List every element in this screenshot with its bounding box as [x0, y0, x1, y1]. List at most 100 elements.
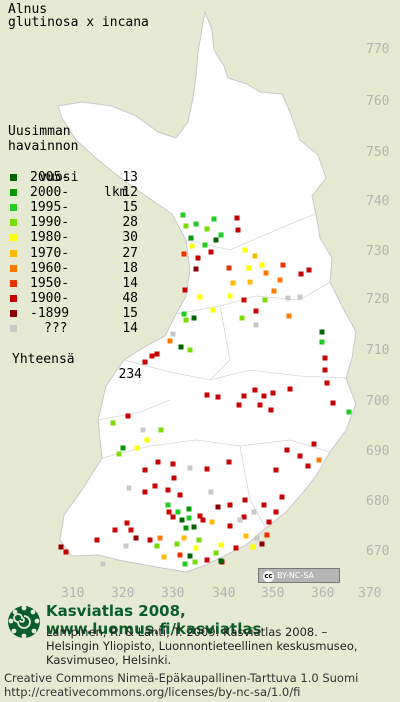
occurrence-square [183, 223, 189, 229]
occurrence-square [157, 535, 163, 541]
occurrence-square [147, 537, 153, 543]
occurrence-square [161, 554, 167, 560]
occurrence-square [204, 557, 210, 563]
occurrence-square [277, 277, 283, 283]
occurrence-markers [58, 212, 352, 567]
occurrence-square [202, 242, 208, 248]
occurrence-square [142, 359, 148, 365]
occurrence-square [297, 453, 303, 459]
occurrence-square [261, 393, 267, 399]
occurrence-square [179, 517, 185, 523]
occurrence-square [152, 483, 158, 489]
occurrence-square [183, 525, 189, 531]
occurrence-square [298, 271, 304, 277]
occurrence-square [171, 475, 177, 481]
occurrence-square [58, 544, 64, 550]
occurrence-square [319, 339, 325, 345]
legend-count: 30 [122, 230, 138, 246]
occurrence-square [316, 457, 322, 463]
occurrence-square [193, 545, 199, 551]
occurrence-square [242, 247, 248, 253]
occurrence-square [311, 441, 317, 447]
occurrence-square [183, 317, 189, 323]
legend-count: 28 [122, 215, 138, 231]
occurrence-square [286, 313, 292, 319]
cc-license-badge[interactable]: cc BY-NC-SA [258, 568, 340, 583]
legend-row: 1980- 30 [8, 230, 138, 245]
species-name-line1: Alnus [8, 2, 48, 17]
occurrence-square [204, 392, 210, 398]
occurrence-square [230, 280, 236, 286]
legend-year-label: 1950- [30, 275, 70, 291]
legend-swatch [10, 325, 17, 333]
legend-swatch [10, 264, 17, 272]
occurrence-square [177, 492, 183, 498]
occurrence-square [204, 226, 210, 232]
occurrence-square [227, 502, 233, 508]
legend-row: 2005- 13 [8, 170, 138, 185]
occurrence-square [134, 445, 140, 451]
occurrence-square [268, 407, 274, 413]
occurrence-square [250, 544, 256, 550]
occurrence-square [305, 463, 311, 469]
easting-label: 320 [111, 586, 134, 600]
occurrence-square [140, 427, 146, 433]
atlas-title: Kasviatlas 2008, www.luomus.fi/kasviatla… [46, 602, 262, 638]
occurrence-square [287, 386, 293, 392]
legend-year-label: ??? [44, 321, 68, 337]
legend-year-label: 1960- [30, 260, 70, 276]
citation-line: Helsingin Yliopisto, Luonnontieteellinen… [46, 639, 358, 653]
legend-swatch [10, 188, 17, 196]
northing-label: 760 [366, 94, 389, 109]
legend: Uusimman havainnon vuosi lkm 2005- 13 2000… [8, 124, 142, 382]
legend-count: 27 [122, 245, 138, 261]
occurrence-square [166, 509, 172, 515]
northing-label: 770 [366, 42, 389, 57]
legend-count: 18 [122, 260, 138, 276]
occurrence-square [253, 322, 259, 328]
occurrence-square [213, 550, 219, 556]
occurrence-square [94, 537, 100, 543]
occurrence-square [254, 535, 260, 541]
occurrence-square [116, 451, 122, 457]
occurrence-square [142, 467, 148, 473]
occurrence-square [182, 561, 188, 567]
legend-row: 1950- 14 [8, 275, 138, 291]
occurrence-square [271, 288, 277, 294]
northing-labels: 770 760 750 740 730 720 710 700 690 680 … [366, 42, 389, 559]
legend-count: 12 [122, 184, 138, 200]
occurrence-square [226, 459, 232, 465]
northing-label: 700 [366, 394, 389, 409]
distribution-map: 770 760 750 740 730 720 710 700 690 680 … [57, 10, 389, 600]
occurrence-square [193, 266, 199, 272]
occurrence-square [319, 329, 325, 335]
occurrence-square [191, 315, 197, 321]
legend-year-label: 1970- [30, 245, 70, 261]
legend-swatch [10, 219, 17, 227]
legend-swatch [10, 249, 17, 257]
northing-label: 680 [366, 494, 389, 509]
easting-label: 370 [358, 586, 381, 600]
occurrence-square [233, 545, 239, 551]
occurrence-square [181, 311, 187, 317]
occurrence-square [165, 487, 171, 493]
occurrence-square [204, 466, 210, 472]
legend-count: 15 [122, 199, 138, 215]
occurrence-square [112, 527, 118, 533]
occurrence-square [251, 509, 257, 515]
occurrence-square [247, 279, 253, 285]
occurrence-square [346, 409, 352, 415]
northing-label: 690 [366, 444, 389, 459]
occurrence-square [262, 297, 268, 303]
occurrence-square [235, 227, 241, 233]
occurrence-square [158, 427, 164, 433]
occurrence-square [241, 514, 247, 520]
occurrence-square [242, 497, 248, 503]
occurrence-square [154, 543, 160, 549]
occurrence-square [218, 558, 224, 564]
occurrence-square [213, 237, 219, 243]
occurrence-square [187, 347, 193, 353]
license-url[interactable]: http://creativecommons.org/licenses/by-n… [4, 685, 301, 699]
legend-row: 2000- 12 [8, 185, 138, 200]
occurrence-square [241, 393, 247, 399]
